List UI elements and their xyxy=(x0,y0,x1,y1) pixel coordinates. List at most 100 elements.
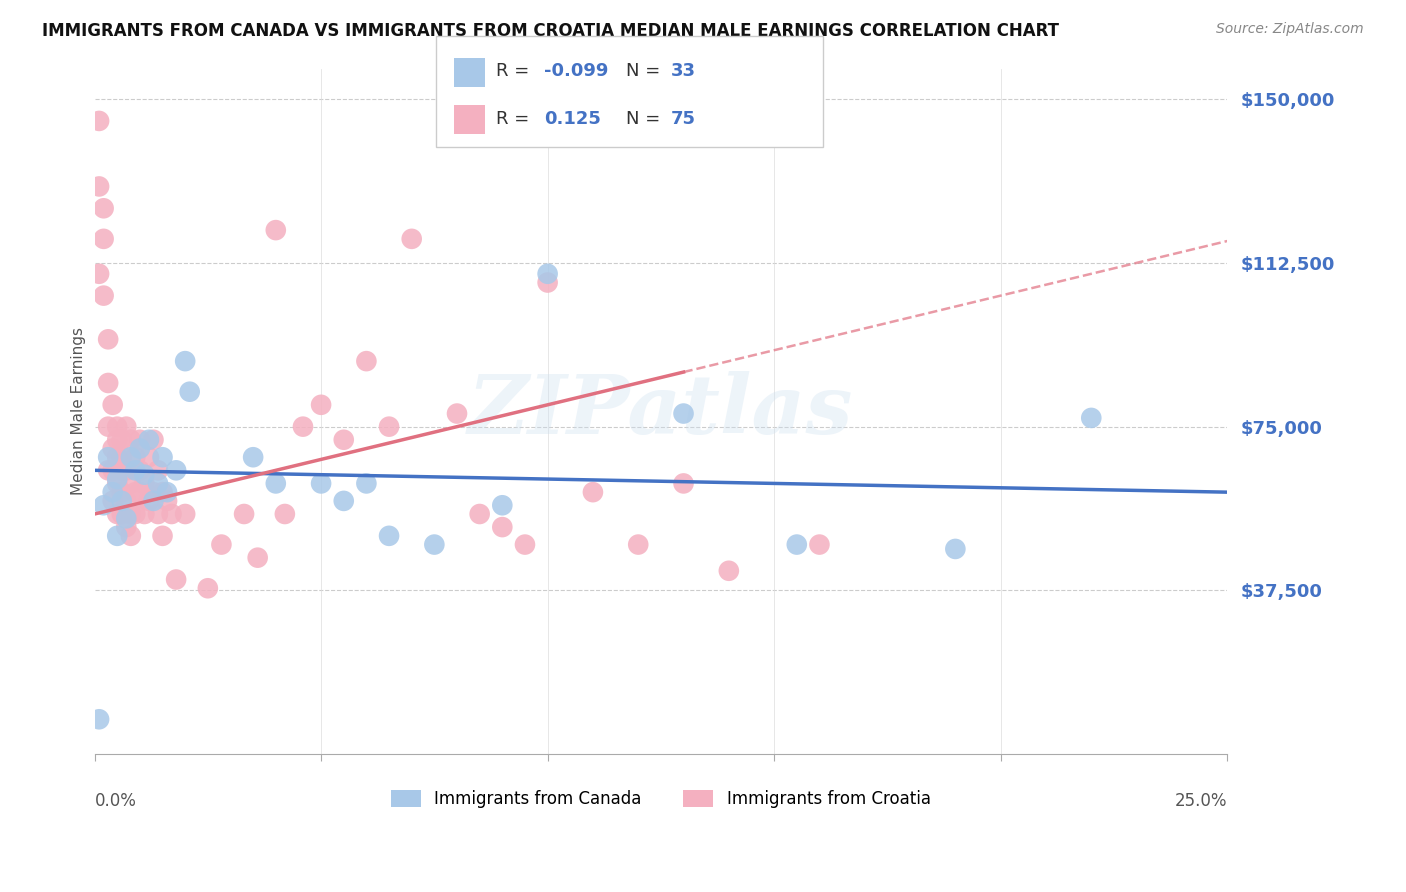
Point xyxy=(1080,411,1102,425)
Point xyxy=(111,494,134,508)
Text: -0.099: -0.099 xyxy=(544,62,609,80)
Text: R =: R = xyxy=(496,62,530,80)
Text: 75: 75 xyxy=(671,110,696,128)
Point xyxy=(115,463,138,477)
Point xyxy=(274,507,297,521)
Point xyxy=(115,494,138,508)
Point xyxy=(124,463,146,477)
Text: 0.125: 0.125 xyxy=(544,110,600,128)
Point xyxy=(105,476,128,491)
Point xyxy=(808,538,831,552)
Point xyxy=(672,476,695,491)
Point xyxy=(233,507,256,521)
Point xyxy=(332,433,354,447)
Point xyxy=(111,463,134,477)
Point xyxy=(152,450,174,465)
Point xyxy=(378,419,401,434)
Point xyxy=(111,485,134,500)
Point xyxy=(513,538,536,552)
Point xyxy=(128,485,150,500)
Point xyxy=(356,354,378,368)
Legend: Immigrants from Canada, Immigrants from Croatia: Immigrants from Canada, Immigrants from … xyxy=(384,783,938,814)
Point xyxy=(672,407,695,421)
Point xyxy=(423,538,446,552)
Point xyxy=(717,564,740,578)
Point xyxy=(101,485,124,500)
Point xyxy=(165,573,187,587)
Point xyxy=(536,267,558,281)
Point xyxy=(582,485,605,500)
Point xyxy=(111,507,134,521)
Point xyxy=(146,476,169,491)
Point xyxy=(124,485,146,500)
Point xyxy=(174,354,197,368)
Point xyxy=(97,419,120,434)
Text: R =: R = xyxy=(496,110,530,128)
Point xyxy=(242,450,264,465)
Point xyxy=(627,538,650,552)
Point xyxy=(146,507,169,521)
Point xyxy=(111,433,134,447)
Point xyxy=(101,398,124,412)
Point xyxy=(138,494,160,508)
Point xyxy=(97,463,120,477)
Point xyxy=(105,433,128,447)
Point xyxy=(291,419,314,434)
Point xyxy=(491,520,513,534)
Point xyxy=(142,494,165,508)
Point xyxy=(87,712,110,726)
Point xyxy=(309,398,332,412)
Point xyxy=(124,450,146,465)
Point xyxy=(87,267,110,281)
Point xyxy=(134,507,156,521)
Point xyxy=(101,442,124,456)
Point xyxy=(160,507,183,521)
Point xyxy=(93,201,115,215)
Text: 25.0%: 25.0% xyxy=(1174,792,1227,810)
Point xyxy=(491,498,513,512)
Point xyxy=(142,485,165,500)
Point xyxy=(97,376,120,390)
Point xyxy=(128,433,150,447)
Point xyxy=(152,529,174,543)
Point xyxy=(332,494,354,508)
Point xyxy=(786,538,808,552)
Point xyxy=(138,433,160,447)
Point xyxy=(309,476,332,491)
Point xyxy=(246,550,269,565)
Point xyxy=(93,498,115,512)
Point xyxy=(446,407,468,421)
Text: N =: N = xyxy=(626,110,659,128)
Point xyxy=(115,511,138,525)
Point xyxy=(152,485,174,500)
Point xyxy=(264,476,287,491)
Point xyxy=(468,507,491,521)
Point xyxy=(120,450,142,465)
Point xyxy=(101,494,124,508)
Point xyxy=(134,467,156,482)
Text: 33: 33 xyxy=(671,62,696,80)
Point xyxy=(120,433,142,447)
Point xyxy=(105,419,128,434)
Point xyxy=(142,433,165,447)
Point xyxy=(128,463,150,477)
Point xyxy=(120,476,142,491)
Point xyxy=(128,442,150,456)
Point xyxy=(138,450,160,465)
Point xyxy=(120,529,142,543)
Point xyxy=(115,419,138,434)
Point xyxy=(120,507,142,521)
Point xyxy=(146,463,169,477)
Point xyxy=(97,332,120,346)
Point xyxy=(401,232,423,246)
Point xyxy=(134,476,156,491)
Y-axis label: Median Male Earnings: Median Male Earnings xyxy=(72,327,86,495)
Point xyxy=(105,472,128,486)
Point xyxy=(87,179,110,194)
Text: IMMIGRANTS FROM CANADA VS IMMIGRANTS FROM CROATIA MEDIAN MALE EARNINGS CORRELATI: IMMIGRANTS FROM CANADA VS IMMIGRANTS FRO… xyxy=(42,22,1059,40)
Point xyxy=(115,520,138,534)
Text: N =: N = xyxy=(626,62,659,80)
Point xyxy=(156,485,179,500)
Point xyxy=(156,494,179,508)
Point xyxy=(105,529,128,543)
